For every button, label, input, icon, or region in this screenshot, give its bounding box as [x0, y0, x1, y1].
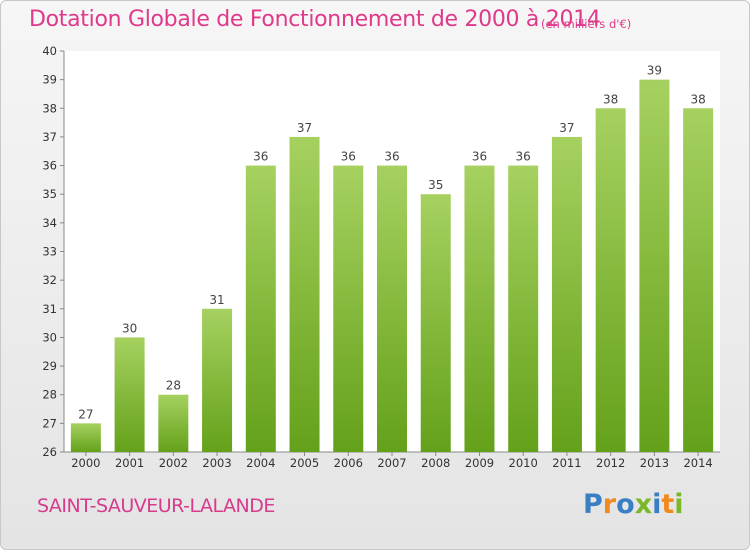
x-tick-label: 2010	[509, 456, 538, 470]
bar	[683, 108, 714, 453]
y-tick-label: 38	[42, 101, 57, 115]
data-label: 31	[209, 293, 224, 307]
x-tick-label: 2014	[683, 456, 712, 470]
bar	[639, 79, 670, 453]
x-tick-label: 2013	[640, 456, 669, 470]
logo-letter: t	[661, 489, 675, 520]
bar	[464, 165, 495, 453]
x-tick-label: 2005	[290, 456, 319, 470]
y-tick-label: 30	[42, 330, 57, 344]
data-label: 30	[122, 321, 137, 335]
data-label: 36	[341, 150, 356, 164]
bar	[158, 394, 189, 452]
x-tick-label: 2000	[71, 456, 100, 470]
logo-letter: x	[634, 489, 653, 520]
bar	[333, 165, 364, 453]
data-label: 39	[647, 64, 662, 78]
x-tick-label: 2007	[377, 456, 406, 470]
logo-letter: i	[652, 489, 662, 520]
y-tick-label: 34	[42, 216, 57, 230]
x-tick-label: 2004	[246, 456, 275, 470]
bar	[508, 165, 539, 453]
chart-title: Dotation Globale de Fonctionnement de 20…	[29, 7, 601, 32]
x-tick-label: 2002	[159, 456, 188, 470]
data-label: 36	[516, 150, 531, 164]
x-tick-label: 2008	[421, 456, 450, 470]
logo-letter: o	[616, 489, 635, 520]
bar	[289, 136, 320, 452]
data-label: 36	[472, 150, 487, 164]
y-tick-label: 35	[42, 187, 57, 201]
bar	[377, 165, 407, 453]
x-tick-label: 2006	[334, 456, 363, 470]
data-label: 27	[78, 407, 93, 421]
logo-letter: i	[674, 489, 684, 520]
data-label: 38	[690, 92, 705, 106]
y-tick-label: 33	[42, 245, 57, 259]
y-tick-label: 32	[42, 273, 57, 287]
y-tick-label: 27	[42, 416, 57, 430]
data-label: 38	[603, 92, 618, 106]
y-tick-label: 39	[42, 73, 57, 87]
data-label: 36	[384, 150, 399, 164]
x-tick-label: 2001	[115, 456, 144, 470]
data-label: 28	[166, 379, 181, 393]
bar	[202, 308, 233, 452]
y-tick-label: 26	[42, 445, 57, 459]
logo-letter: P	[583, 489, 603, 520]
x-tick-label: 2003	[202, 456, 231, 470]
x-tick-label: 2012	[596, 456, 625, 470]
bar	[70, 423, 101, 452]
bar	[114, 337, 145, 452]
data-label: 36	[253, 150, 268, 164]
y-tick-label: 37	[42, 130, 57, 144]
bar	[595, 108, 626, 453]
data-label: 37	[297, 121, 312, 135]
x-tick-label: 2011	[552, 456, 581, 470]
x-tick-label: 2009	[465, 456, 494, 470]
bar	[551, 136, 582, 452]
y-tick-label: 36	[42, 159, 57, 173]
logo-letter: r	[602, 489, 617, 520]
y-tick-label: 29	[42, 359, 57, 373]
bar	[420, 194, 451, 452]
y-tick-label: 40	[42, 44, 57, 58]
commune-name: SAINT-SAUVEUR-LALANDE	[37, 495, 275, 517]
data-label: 37	[559, 121, 574, 135]
chart-unit: (en milliers d'€)	[541, 17, 632, 31]
data-label: 35	[428, 178, 443, 192]
bar	[245, 165, 276, 453]
y-tick-label: 31	[42, 302, 57, 316]
y-tick-label: 28	[42, 388, 57, 402]
proxiti-logo: Proxiti	[583, 489, 684, 520]
